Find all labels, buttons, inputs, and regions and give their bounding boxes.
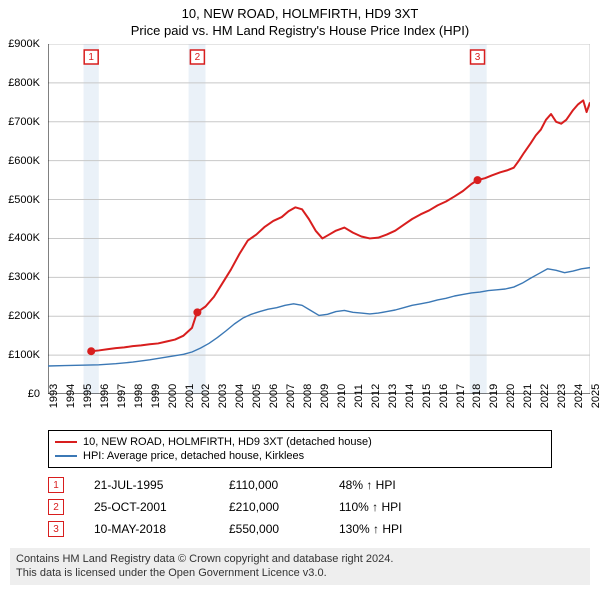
sales-pct-vs-hpi: 110% ↑ HPI (339, 500, 552, 514)
x-axis-label: 1994 (65, 384, 77, 408)
x-axis-label: 2024 (573, 384, 585, 408)
y-axis-label: £300K (8, 271, 40, 283)
x-axis-label: 2013 (387, 384, 399, 408)
footer-line-1: Contains HM Land Registry data © Crown c… (16, 552, 584, 566)
x-axis-label: 2004 (234, 384, 246, 408)
sales-pct-vs-hpi: 130% ↑ HPI (339, 522, 552, 536)
sales-price: £550,000 (229, 522, 339, 536)
x-axis-label: 1993 (48, 384, 60, 408)
y-axis-labels: £0£100K£200K£300K£400K£500K£600K£700K£80… (0, 44, 44, 394)
x-axis-label: 2011 (353, 384, 365, 408)
legend-item: 10, NEW ROAD, HOLMFIRTH, HD9 3XT (detach… (55, 435, 545, 449)
y-axis-label: £700K (8, 116, 40, 128)
chart-container: 10, NEW ROAD, HOLMFIRTH, HD9 3XT Price p… (0, 0, 600, 590)
chart-title: 10, NEW ROAD, HOLMFIRTH, HD9 3XT (0, 0, 600, 21)
x-axis-label: 1996 (99, 384, 111, 408)
x-axis-label: 2021 (522, 384, 534, 408)
sales-pct-vs-hpi: 48% ↑ HPI (339, 478, 552, 492)
y-axis-label: £200K (8, 310, 40, 322)
legend-swatch (55, 441, 77, 443)
y-axis-label: £100K (8, 349, 40, 361)
legend-label: 10, NEW ROAD, HOLMFIRTH, HD9 3XT (detach… (83, 436, 372, 448)
x-axis-label: 2006 (268, 384, 280, 408)
x-axis-label: 2015 (421, 384, 433, 408)
y-axis-label: £600K (8, 155, 40, 167)
sales-row: 3 10-MAY-2018£550,000130% ↑ HPI (48, 518, 552, 540)
y-axis-label: £0 (28, 388, 40, 400)
legend-item: HPI: Average price, detached house, Kirk… (55, 449, 545, 463)
chart-subtitle: Price paid vs. HM Land Registry's House … (0, 21, 600, 44)
y-axis-label: £500K (8, 194, 40, 206)
sales-row: 2 25-OCT-2001£210,000110% ↑ HPI (48, 496, 552, 518)
x-axis-label: 2018 (471, 384, 483, 408)
x-axis-label: 2010 (336, 384, 348, 408)
x-axis-label: 2023 (556, 384, 568, 408)
x-axis-labels: 1993199419951996199719981999200020012002… (48, 394, 590, 428)
x-axis-label: 2022 (539, 384, 551, 408)
x-axis-label: 2003 (217, 384, 229, 408)
sales-marker-box: 3 (48, 521, 64, 537)
x-axis-label: 1998 (133, 384, 145, 408)
y-axis-label: £400K (8, 232, 40, 244)
x-axis-label: 2002 (200, 384, 212, 408)
svg-text:3: 3 (475, 52, 481, 63)
x-axis-label: 2020 (505, 384, 517, 408)
sales-price: £110,000 (229, 478, 339, 492)
sales-table: 1 21-JUL-1995£110,00048% ↑ HPI 2 25-OCT-200… (48, 474, 552, 540)
x-axis-label: 1997 (116, 384, 128, 408)
x-axis-label: 1995 (82, 384, 94, 408)
sales-marker-box: 1 (48, 477, 64, 493)
sales-price: £210,000 (229, 500, 339, 514)
sales-date: 10-MAY-2018 (94, 522, 229, 536)
legend-swatch (55, 455, 77, 457)
x-axis-label: 2016 (438, 384, 450, 408)
x-axis-label: 2025 (590, 384, 600, 408)
y-axis-label: £800K (8, 77, 40, 89)
x-axis-label: 2000 (167, 384, 179, 408)
legend-label: HPI: Average price, detached house, Kirk… (83, 450, 304, 462)
svg-text:2: 2 (195, 52, 201, 63)
footer-attribution: Contains HM Land Registry data © Crown c… (10, 548, 590, 585)
footer-line-2: This data is licensed under the Open Gov… (16, 566, 584, 580)
legend-box: 10, NEW ROAD, HOLMFIRTH, HD9 3XT (detach… (48, 430, 552, 468)
x-axis-label: 2014 (404, 384, 416, 408)
y-axis-label: £900K (8, 38, 40, 50)
sales-date: 25-OCT-2001 (94, 500, 229, 514)
svg-text:1: 1 (88, 52, 94, 63)
chart-plot-area: 1 2 3 (48, 44, 590, 394)
x-axis-label: 1999 (150, 384, 162, 408)
sales-date: 21-JUL-1995 (94, 478, 229, 492)
x-axis-label: 2007 (285, 384, 297, 408)
x-axis-label: 2017 (455, 384, 467, 408)
x-axis-label: 2009 (319, 384, 331, 408)
chart-svg: 1 2 3 (48, 44, 590, 394)
x-axis-label: 2005 (251, 384, 263, 408)
x-axis-label: 2001 (184, 384, 196, 408)
x-axis-label: 2012 (370, 384, 382, 408)
x-axis-label: 2019 (488, 384, 500, 408)
sales-row: 1 21-JUL-1995£110,00048% ↑ HPI (48, 474, 552, 496)
x-axis-label: 2008 (302, 384, 314, 408)
sales-marker-box: 2 (48, 499, 64, 515)
